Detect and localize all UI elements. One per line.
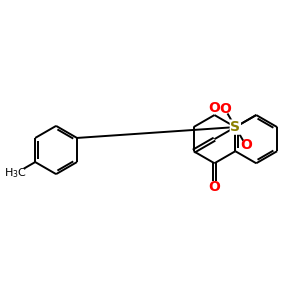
Text: O: O — [219, 102, 231, 116]
Text: O: O — [240, 138, 252, 152]
Text: O: O — [208, 180, 220, 194]
Text: S: S — [230, 120, 240, 134]
Text: H$_3$C: H$_3$C — [4, 167, 27, 180]
Text: O: O — [208, 101, 220, 115]
